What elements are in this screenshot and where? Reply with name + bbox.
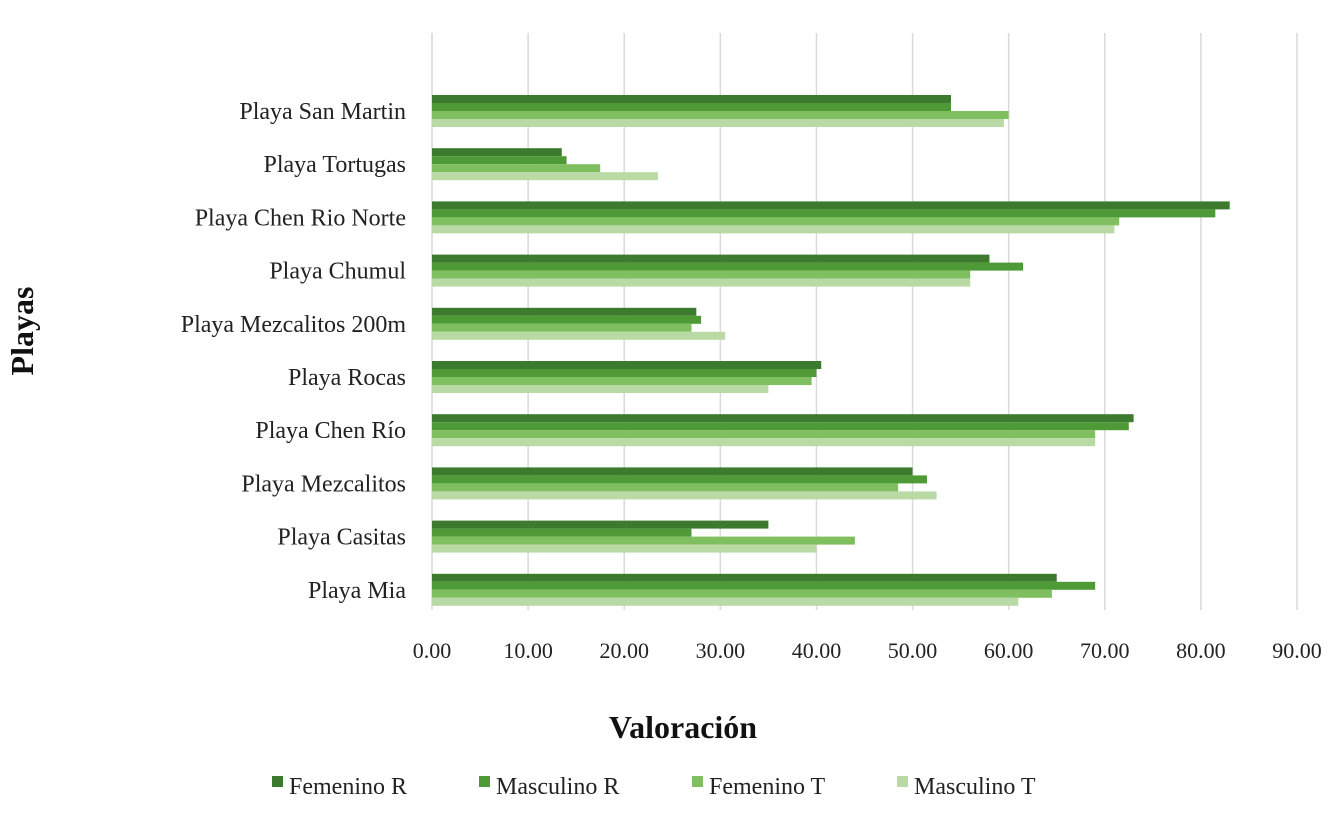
- bar: [432, 254, 990, 263]
- bar: [432, 422, 1129, 431]
- bar: [432, 103, 951, 111]
- bar: [432, 323, 692, 332]
- legend-swatch: [479, 776, 490, 787]
- category-labels: Playa San Martin Playa Tortugas Playa Chen…: [181, 99, 407, 604]
- x-tick-label: 80.00: [1176, 638, 1226, 663]
- bar: [432, 581, 1096, 590]
- category-label: Playa Chen Río: [255, 418, 406, 444]
- legend-label: Femenino R: [289, 774, 407, 800]
- x-tick-label: 50.00: [888, 638, 938, 663]
- x-tick-label: 40.00: [792, 638, 842, 663]
- bar: [432, 369, 817, 377]
- legend-swatch: [692, 776, 703, 787]
- bar: [432, 209, 1216, 218]
- bar: [432, 172, 658, 181]
- x-tick-label: 20.00: [599, 638, 649, 663]
- bar: [432, 528, 692, 537]
- x-tick-label: 0.00: [413, 638, 452, 663]
- bar: [432, 573, 1057, 582]
- category-label: Playa Mia: [308, 578, 406, 604]
- legend-swatch: [897, 776, 908, 787]
- bar: [432, 536, 855, 545]
- bar: [432, 430, 1096, 439]
- bar: [432, 164, 601, 173]
- category-label: Playa Casitas: [277, 525, 406, 551]
- bar: [432, 589, 1052, 598]
- legend-label: Masculino T: [914, 774, 1036, 800]
- category-label: Playa Mezcalitos: [241, 471, 406, 497]
- bar: [432, 262, 1024, 271]
- bar: [432, 475, 927, 484]
- legend-swatch: [272, 776, 283, 787]
- bar: [432, 361, 822, 369]
- bar: [432, 119, 1004, 127]
- bar: [432, 307, 697, 316]
- bar: [432, 217, 1120, 226]
- legend: Femenino R Masculino R Femenino T Masculino…: [272, 774, 1036, 800]
- bar: [432, 95, 951, 103]
- category-label: Playa Mezcalitos 200m: [181, 312, 407, 338]
- bar: [432, 597, 1019, 606]
- gridlines: [431, 33, 1298, 610]
- bar: [432, 111, 1009, 119]
- x-tick-label: 90.00: [1272, 638, 1322, 663]
- x-tick-label: 30.00: [696, 638, 746, 663]
- x-tick-label: 10.00: [503, 638, 553, 663]
- category-label: Playa Chen Rio Norte: [195, 205, 406, 231]
- x-axis-title: Valoración: [609, 709, 757, 745]
- category-label: Playa San Martin: [239, 99, 406, 125]
- bar: [432, 520, 769, 529]
- bar: [432, 544, 817, 553]
- bar: [432, 467, 913, 476]
- bar: [432, 148, 562, 157]
- x-tick-label: 60.00: [984, 638, 1034, 663]
- bars: [432, 95, 1230, 606]
- bar: [432, 270, 971, 279]
- bar: [432, 491, 937, 500]
- legend-label: Femenino T: [709, 774, 826, 800]
- bar: [432, 385, 769, 393]
- bar: [432, 315, 702, 324]
- bar: [432, 156, 567, 165]
- y-axis-title: Playas: [4, 287, 40, 376]
- bar: [432, 377, 812, 385]
- bar: [432, 278, 971, 287]
- category-label: Playa Tortugas: [263, 152, 406, 178]
- category-label: Playa Chumul: [269, 259, 406, 285]
- bar: [432, 483, 899, 492]
- bar: [432, 225, 1115, 234]
- bar: [432, 414, 1134, 423]
- legend-label: Masculino R: [496, 774, 619, 800]
- bar: [432, 331, 726, 340]
- x-tick-labels: 0.00 10.00 20.00 30.00 40.00 50.00 60.00 70.00 8…: [413, 638, 1322, 663]
- bar: [432, 201, 1230, 210]
- bar: [432, 438, 1096, 447]
- x-tick-label: 70.00: [1080, 638, 1130, 663]
- category-label: Playa Rocas: [288, 365, 406, 391]
